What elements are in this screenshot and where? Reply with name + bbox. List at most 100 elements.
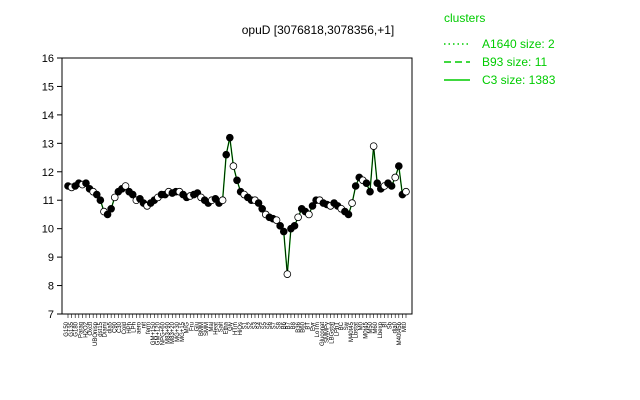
x-tick-label-33: Etha xyxy=(223,321,229,334)
data-point-85 xyxy=(369,142,378,150)
data-point-47 xyxy=(233,176,241,185)
x-tick-label-8: Diami xyxy=(103,322,109,337)
x-tick-label-51: Pyr xyxy=(310,322,316,331)
x-tick-label-19: GM+120 xyxy=(156,321,162,345)
chart-title: opuD [3076818,3078356,+1] xyxy=(242,23,394,37)
data-point-58 xyxy=(272,216,281,224)
data-point-86 xyxy=(373,179,382,187)
x-tick-label-37: S1 xyxy=(243,321,249,329)
data-point-9 xyxy=(96,196,105,205)
x-tick-label-69: M40t45b xyxy=(397,321,403,345)
data-point-63 xyxy=(290,222,299,230)
legend-item-a1640: A1640 size: 2 xyxy=(482,37,555,51)
x-tick-label-63: M50 xyxy=(368,321,374,333)
x-tick-label-52: LoTm xyxy=(315,322,321,337)
x-tick-label-58: Sw xyxy=(344,321,350,330)
gene-line xyxy=(67,137,407,275)
x-tick-label-59: M40t45 xyxy=(349,321,355,342)
x-tick-label-34: Gly xyxy=(228,322,234,331)
y-tick-label-6: 13 xyxy=(42,138,54,150)
x-tick-label-70: Mt0 xyxy=(402,321,408,332)
x-tick-label-20: NPG+60 xyxy=(161,321,167,345)
series xyxy=(64,133,410,278)
x-tick-label-38: S2 xyxy=(247,321,253,329)
x-tick-label-32: Salt xyxy=(219,322,225,333)
plot-frame xyxy=(61,57,413,315)
x-tick-label-65: Lbexp xyxy=(378,321,384,338)
data-point-43 xyxy=(218,196,227,205)
y-tick-label-7: 14 xyxy=(42,110,54,122)
x-tick-label-40: S4 xyxy=(257,321,263,329)
data-point-79 xyxy=(348,199,356,207)
x-tick-label-6: UBOnisp xyxy=(93,321,99,346)
data-point-78 xyxy=(344,210,353,219)
x-tick-label-43: S7 xyxy=(272,321,278,329)
axes xyxy=(61,57,413,315)
x-tick-label-42: S6 xyxy=(267,321,273,329)
x-tick-label-31: Heat xyxy=(214,322,220,335)
x-tick-label-23: MG+30 xyxy=(175,321,181,342)
data-point-60 xyxy=(279,227,288,236)
x-tick-label-4: H2O2 xyxy=(83,321,89,337)
data-point-94 xyxy=(402,187,410,196)
x-tick-label-50: BT xyxy=(305,322,311,330)
x-tick-label-3: Paraq xyxy=(78,322,84,338)
data-point-53 xyxy=(254,199,263,207)
x-tick-label-61: M0 xyxy=(359,321,365,330)
data-point-80 xyxy=(351,182,360,190)
data-point-67 xyxy=(305,210,313,219)
x-tick-label-41: S5 xyxy=(262,321,268,329)
legend-item-c3: C3 size: 1383 xyxy=(482,73,556,87)
x-tick-label-1: G135 xyxy=(69,321,75,336)
x-tick-label-35: HTm xyxy=(233,322,239,335)
x-tick-label-44: S8 xyxy=(276,321,282,329)
data-point-44 xyxy=(222,150,231,159)
x-axis: G150G135G180ParaqH2O2OxctlUBOnispdst15Di… xyxy=(64,314,408,346)
y-axis: 7 8 9 10 11 12 13 14 15 16 xyxy=(42,53,62,321)
x-tick-label-47: B8 xyxy=(291,321,297,329)
x-tick-label-24: MG+15 xyxy=(180,321,186,342)
x-tick-label-66: BI xyxy=(383,322,389,328)
x-tick-label-16: nit xyxy=(141,322,147,329)
data-point-5 xyxy=(82,179,90,187)
y-tick-label-5: 12 xyxy=(42,167,54,179)
data-point-59 xyxy=(276,222,284,230)
legend: clusters A1640 size: 2 B93 size: 11 C3 s… xyxy=(444,11,556,87)
x-tick-label-39: S3 xyxy=(252,321,258,329)
x-tick-label-49: B60 xyxy=(301,321,307,332)
x-tick-label-0: G150 xyxy=(64,321,70,336)
x-tick-label-18: GM+150 xyxy=(151,321,157,345)
data-point-46 xyxy=(229,162,238,170)
x-tick-label-62: M0t45 xyxy=(363,321,369,338)
x-tick-label-56: LPhT xyxy=(334,322,340,337)
legend-item-b93: B93 size: 11 xyxy=(482,55,547,69)
data-point-11 xyxy=(103,210,112,219)
x-tick-label-26: Fru xyxy=(190,322,196,331)
x-tick-label-13: HPh xyxy=(127,322,133,334)
x-tick-label-10: C90 xyxy=(112,321,118,333)
x-tick-label-17: ferm xyxy=(146,322,152,334)
x-tick-label-57: BC xyxy=(339,321,345,330)
x-tick-label-9: dia5 xyxy=(107,321,113,333)
y-tick-label-8: 15 xyxy=(42,81,54,93)
x-tick-label-29: SMM xyxy=(204,322,210,336)
data-point-8 xyxy=(92,190,101,199)
data-point-68 xyxy=(308,202,317,210)
data-point-61 xyxy=(283,270,292,278)
data-point-54 xyxy=(258,204,266,213)
x-tick-label-67: Sb xyxy=(388,321,394,329)
data-point-91 xyxy=(391,173,400,182)
x-tick-label-7: dst15 xyxy=(98,321,104,336)
x-tick-label-12: Cold xyxy=(122,322,128,334)
x-tick-label-68: dia0 xyxy=(392,321,398,333)
y-tick-label-3: 10 xyxy=(42,224,54,236)
x-tick-label-48: B36 xyxy=(296,321,302,332)
c3-line xyxy=(67,137,407,275)
data-point-16 xyxy=(121,182,130,190)
x-tick-label-60: Lbstat xyxy=(354,322,360,339)
x-tick-label-30: Mal xyxy=(209,322,215,332)
x-tick-label-5: Oxctl xyxy=(88,322,94,336)
data-point-84 xyxy=(366,187,374,196)
x-tick-label-2: G180 xyxy=(74,321,80,336)
x-tick-label-53: Gluconat xyxy=(320,322,326,346)
